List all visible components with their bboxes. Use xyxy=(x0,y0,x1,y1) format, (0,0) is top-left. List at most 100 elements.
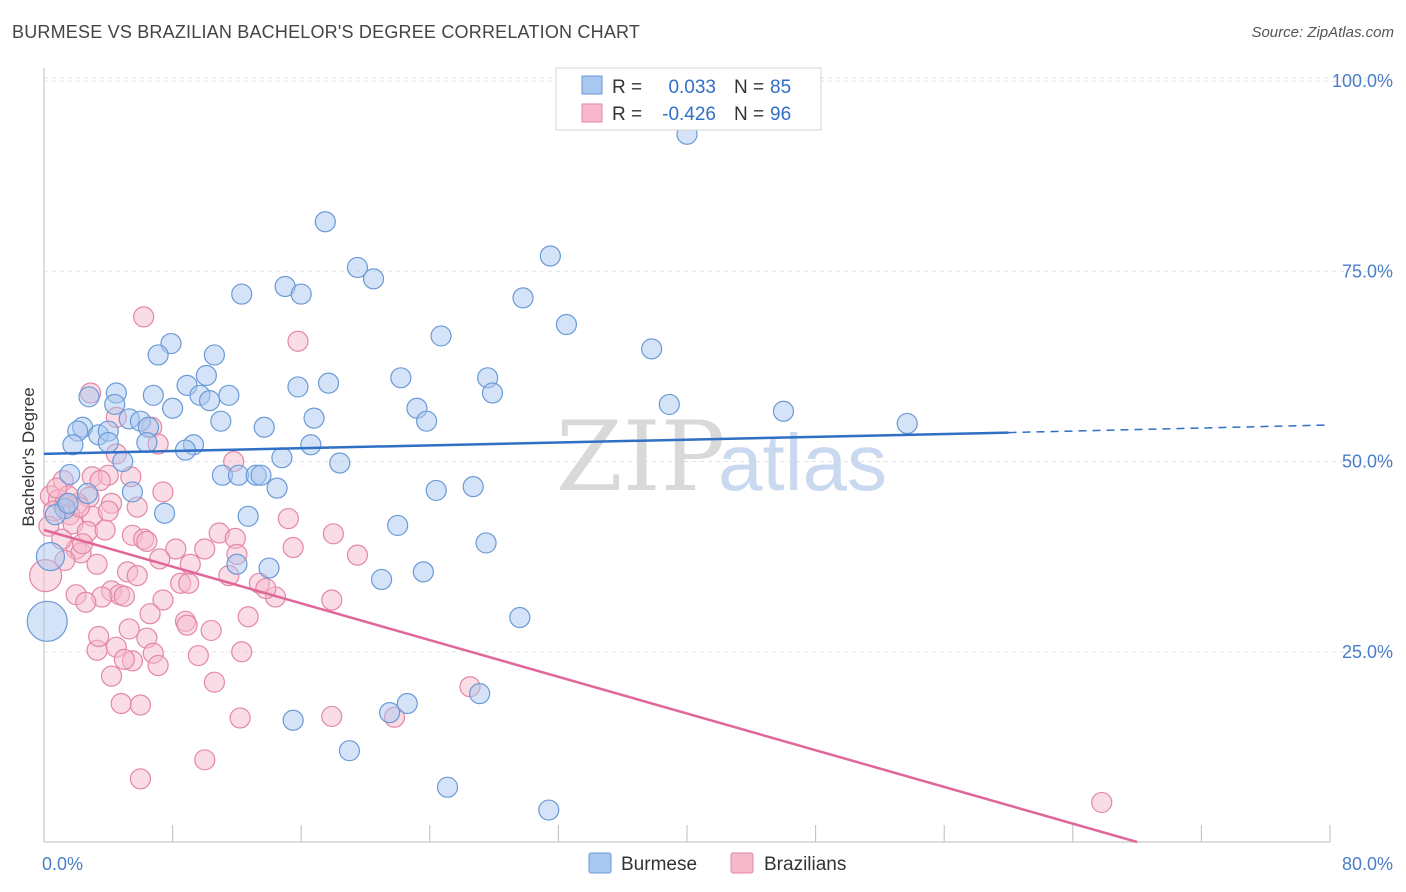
data-point xyxy=(110,692,132,715)
legend-n-label-burmese: N = xyxy=(734,77,764,98)
data-point xyxy=(322,523,344,545)
data-point xyxy=(436,776,459,798)
data-point xyxy=(321,705,343,728)
data-point xyxy=(317,372,340,394)
data-point xyxy=(237,606,259,628)
data-point xyxy=(229,707,251,729)
legend-swatch-brazilian xyxy=(581,103,603,123)
bottom-legend: Burmese Brazilians xyxy=(588,852,846,875)
data-point xyxy=(198,390,221,412)
bottom-legend-label-brazilians: Brazilians xyxy=(764,854,846,875)
watermark-atlas: atlas xyxy=(718,418,887,507)
data-point xyxy=(203,671,225,693)
data-point xyxy=(104,393,126,416)
data-point xyxy=(218,384,240,406)
data-point xyxy=(153,502,176,524)
bottom-legend-swatch-burmese xyxy=(588,852,612,874)
data-point xyxy=(658,393,680,416)
data-point xyxy=(162,397,184,419)
data-point xyxy=(303,407,325,429)
data-point xyxy=(346,544,369,566)
data-point xyxy=(379,702,401,724)
legend-swatch-burmese xyxy=(581,75,603,95)
legend: R = 0.033 N = 85 R = -0.426 N = 96 xyxy=(555,67,822,131)
data-point xyxy=(86,553,108,575)
data-point xyxy=(94,519,116,541)
data-point xyxy=(26,600,68,642)
data-point xyxy=(152,589,174,611)
data-point xyxy=(641,338,663,360)
data-point xyxy=(509,606,531,629)
data-point xyxy=(772,400,795,422)
data-point xyxy=(113,648,135,670)
data-point xyxy=(1091,791,1113,814)
data-point xyxy=(253,416,275,438)
data-point xyxy=(200,619,222,642)
data-point xyxy=(390,367,412,389)
y-axis-title: Bachelor's Degree xyxy=(19,387,38,526)
data-point xyxy=(129,768,152,790)
data-point xyxy=(139,603,161,625)
data-point xyxy=(314,211,336,233)
data-point xyxy=(282,536,304,559)
data-point xyxy=(210,410,232,432)
trend-line-burmese-extension xyxy=(1008,424,1331,434)
data-point xyxy=(266,477,288,499)
axes xyxy=(43,68,1331,843)
brazilian-points xyxy=(29,306,1113,814)
legend-r-label-burmese: R = xyxy=(612,77,642,98)
data-point xyxy=(194,749,216,771)
data-point xyxy=(126,565,148,587)
data-point xyxy=(430,325,452,347)
data-point xyxy=(76,482,99,505)
data-point xyxy=(46,477,68,499)
data-point xyxy=(194,538,216,560)
data-point xyxy=(282,709,304,731)
legend-r-value-burmese: 0.033 xyxy=(668,77,716,98)
data-point xyxy=(287,376,309,398)
data-point xyxy=(258,557,280,579)
legend-n-value-burmese: 85 xyxy=(770,77,791,98)
data-point xyxy=(176,614,198,636)
data-point xyxy=(97,431,119,454)
data-point xyxy=(231,283,253,305)
data-point xyxy=(469,683,491,705)
data-point xyxy=(425,479,447,502)
y-tick-label: 75.0% xyxy=(1342,261,1393,281)
data-point xyxy=(142,384,164,406)
data-point xyxy=(147,654,169,677)
legend-n-label-brazilian: N = xyxy=(734,104,764,125)
data-point xyxy=(412,561,434,583)
watermark-zip: ZIP xyxy=(556,401,725,513)
trend-line-burmese xyxy=(43,431,1009,456)
legend-r-value-brazilian: -0.426 xyxy=(662,104,716,125)
data-point xyxy=(203,344,225,366)
data-point xyxy=(62,434,84,456)
x-tick-label-min: 0.0% xyxy=(42,854,83,874)
data-point xyxy=(462,476,484,498)
data-point xyxy=(370,568,393,591)
data-point xyxy=(147,344,169,366)
data-point xyxy=(237,505,259,527)
data-point xyxy=(136,431,158,454)
legend-n-value-brazilian: 96 xyxy=(770,104,791,125)
data-point xyxy=(89,469,111,492)
data-point xyxy=(475,532,497,554)
data-point xyxy=(287,330,309,352)
y-tick-label: 25.0% xyxy=(1342,642,1393,662)
data-point xyxy=(415,410,438,432)
data-point xyxy=(178,572,200,594)
y-tick-label: 100.0% xyxy=(1332,71,1393,91)
data-point xyxy=(346,256,369,279)
data-point xyxy=(227,464,250,486)
data-point xyxy=(88,625,110,648)
data-point xyxy=(133,306,155,328)
data-point xyxy=(152,481,174,503)
data-point xyxy=(277,507,299,530)
data-point xyxy=(538,799,560,821)
chart-source: Source: ZipAtlas.com xyxy=(1251,24,1394,41)
data-point xyxy=(187,644,209,667)
data-point xyxy=(338,740,361,762)
data-point xyxy=(165,538,187,560)
